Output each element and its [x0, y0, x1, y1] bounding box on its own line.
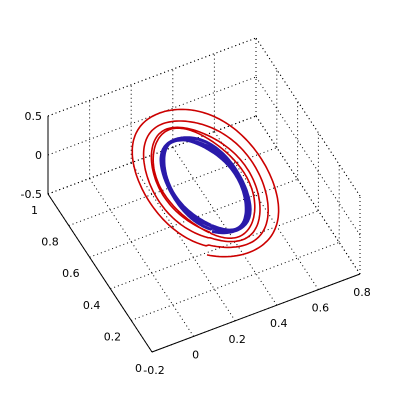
tick-label: 0.8 — [41, 236, 59, 249]
tick-label: 0 — [35, 149, 42, 162]
grid-line — [47, 37, 257, 117]
grid-line — [255, 115, 361, 275]
trajectory-curves — [131, 108, 280, 258]
tick-label: 0.2 — [104, 330, 122, 343]
tick-label: 0.4 — [270, 317, 288, 330]
tick-label: 0.2 — [228, 333, 246, 346]
axes-box-front — [47, 116, 361, 353]
series-line — [131, 108, 280, 258]
tick-label: 0.6 — [62, 267, 80, 280]
tick-label: 1 — [31, 204, 38, 217]
tick-label: 0.4 — [83, 299, 101, 312]
tick-labels: -0.200.20.40.60.800.20.40.60.81-0.500.5 — [21, 110, 371, 377]
grid-line — [255, 76, 361, 236]
y-axis-line — [47, 193, 153, 353]
series-line — [159, 136, 252, 235]
tick-label: 0 — [192, 348, 199, 361]
grid-line — [131, 241, 340, 321]
grid-line — [110, 210, 319, 290]
tick-label: 0.6 — [312, 302, 330, 315]
tick-label: 0 — [135, 362, 142, 375]
tick-label: 0.5 — [25, 110, 43, 123]
grid-line — [255, 37, 361, 197]
axes-box-back — [47, 37, 361, 275]
tick-label: -0.2 — [143, 364, 164, 377]
grid-line — [172, 146, 278, 306]
grid-lines — [47, 37, 361, 353]
tick-label: -0.5 — [21, 188, 42, 201]
x-axis-line — [151, 273, 361, 353]
grid-line — [130, 162, 236, 322]
tick-label: 0.8 — [353, 286, 371, 299]
